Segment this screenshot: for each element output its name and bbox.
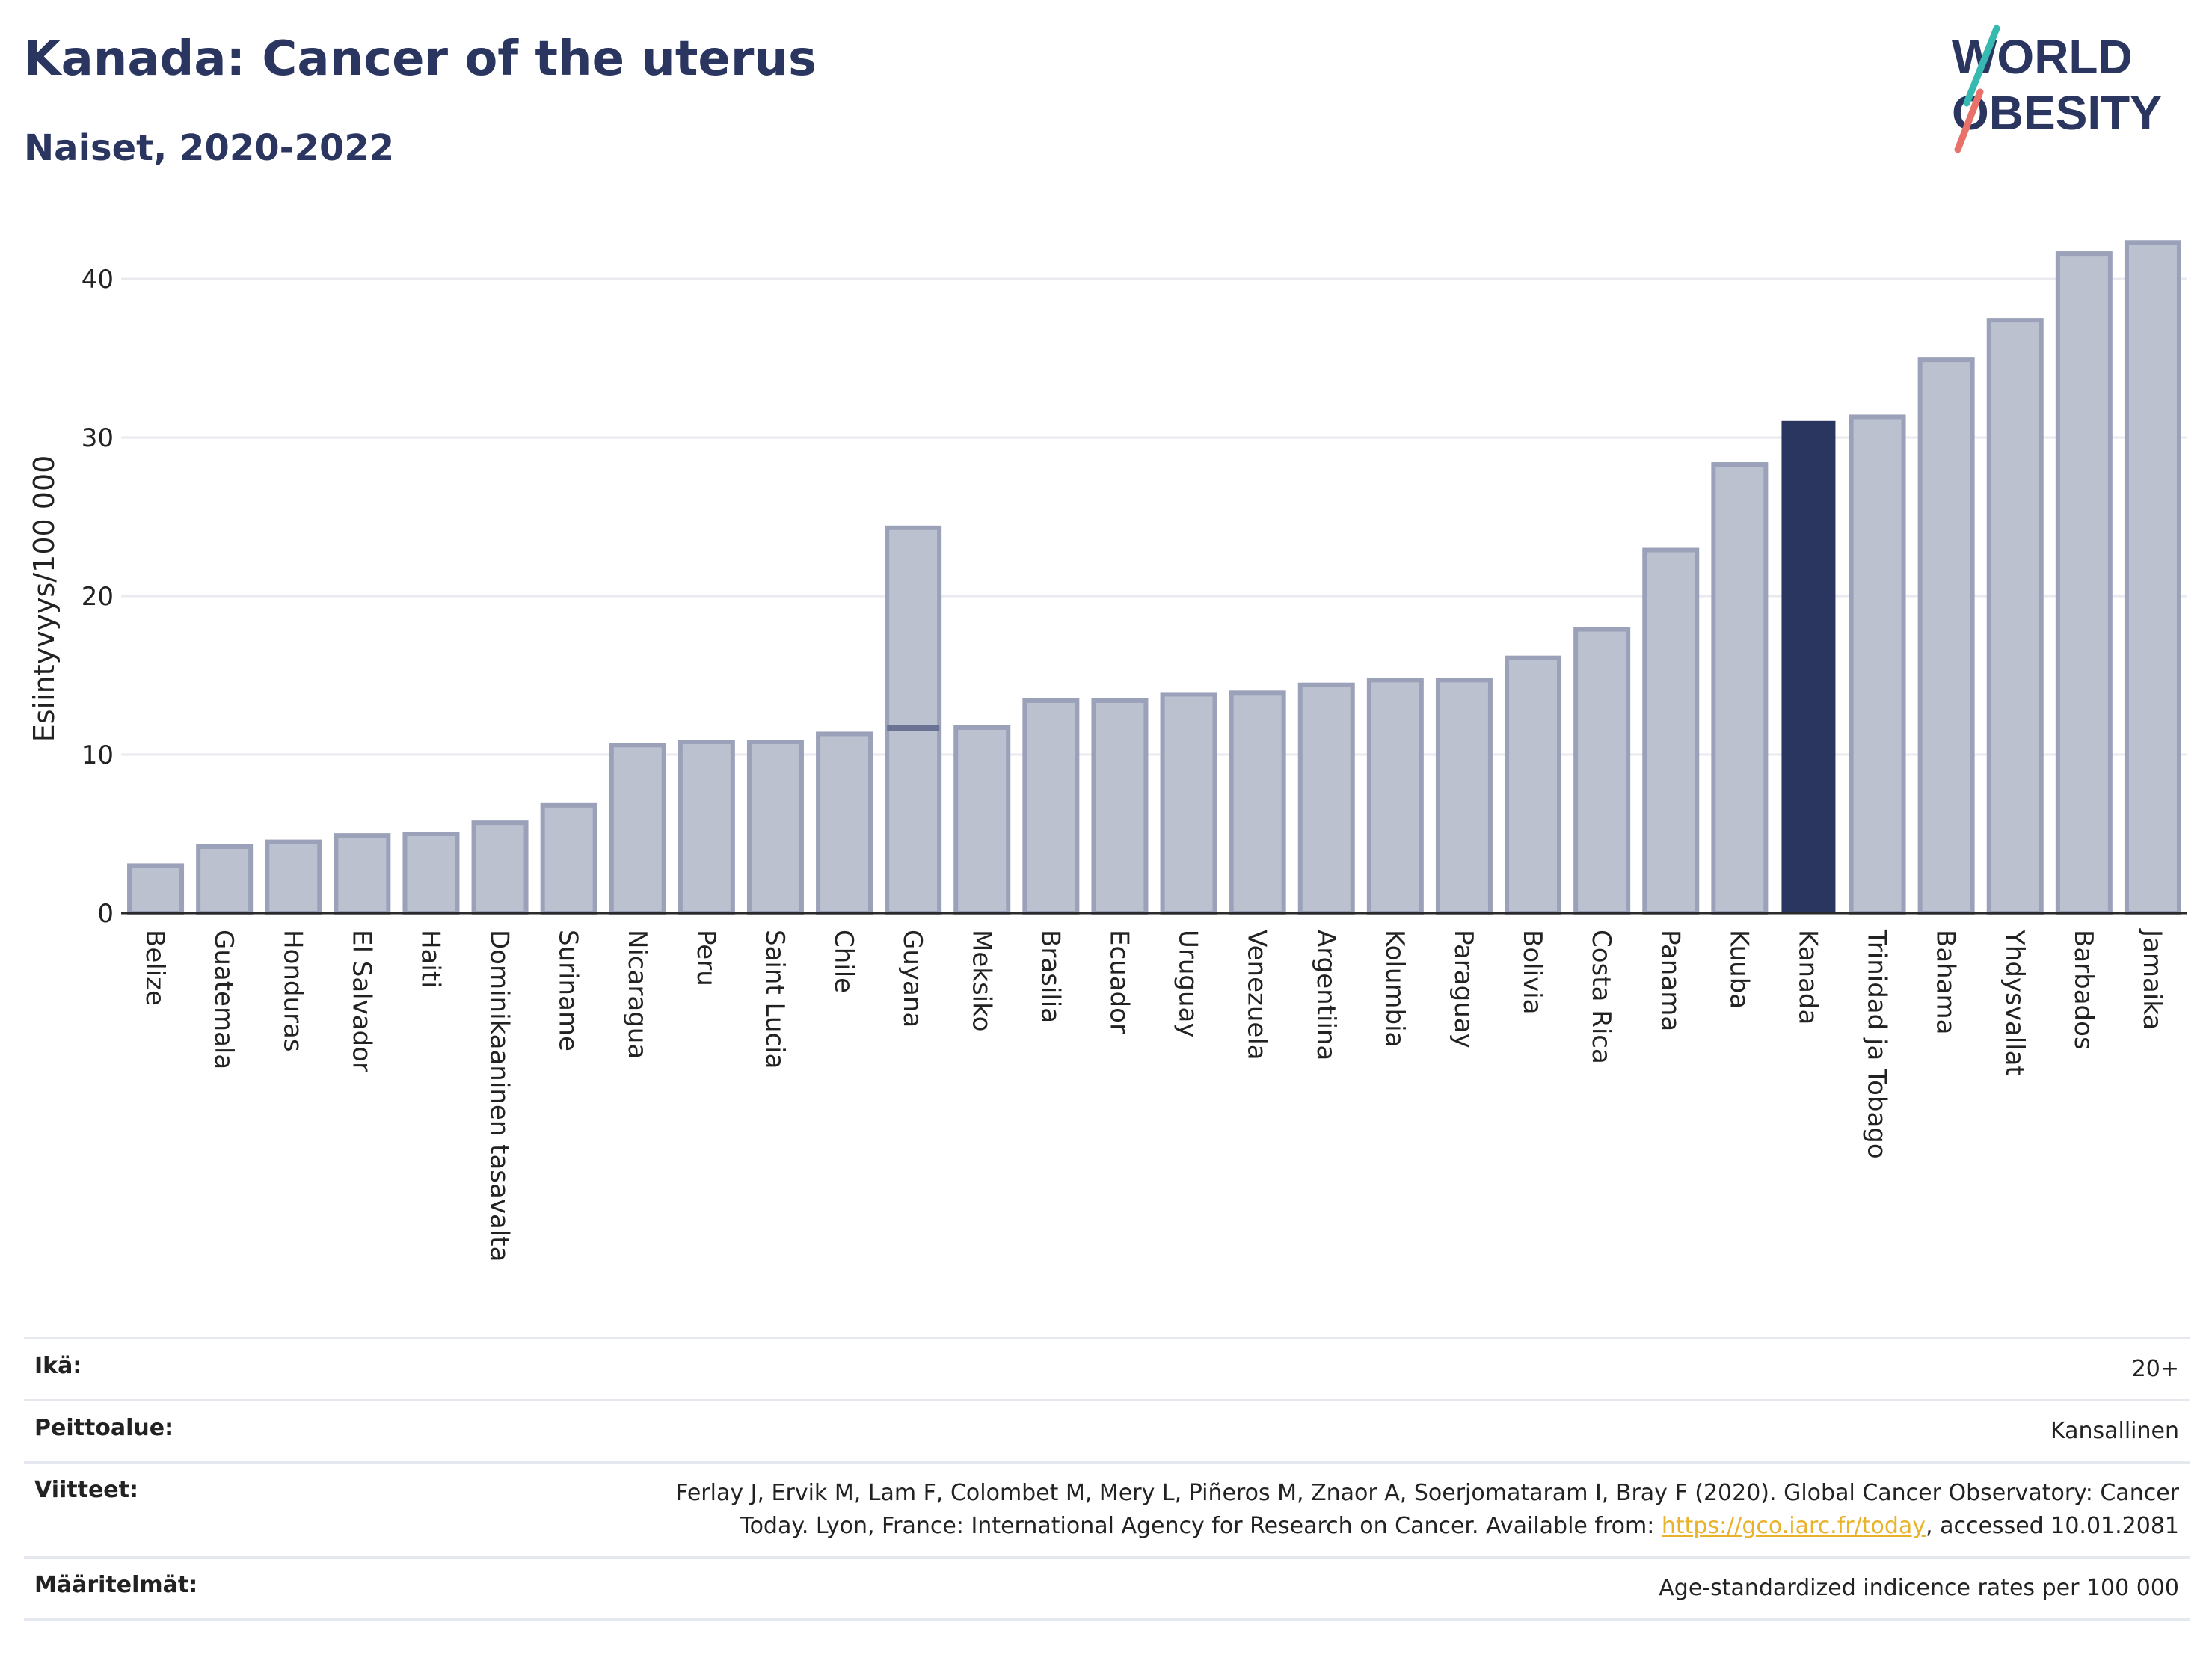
y-axis-label: Esiintyvyys/100 000: [28, 455, 61, 743]
x-tick-label: Haiti: [415, 930, 445, 989]
bar-costa-rica: [1573, 627, 1631, 916]
meta-label: Määritelmät:: [34, 1572, 198, 1598]
meta-value: Kansallinen: [2050, 1418, 2179, 1444]
bar-trinidad-ja-tobago: [1849, 414, 1906, 915]
x-tick-label: Belize: [140, 930, 170, 1006]
meta-label: Peittoalue:: [34, 1415, 174, 1441]
bar-uruguay: [1160, 692, 1217, 915]
world-obesity-logo: WORLD OBESITY: [1952, 25, 2162, 153]
meta-row-definitions: Määritelmät: Age-standardized indicence …: [24, 1556, 2190, 1621]
x-tick-label: Saint Lucia: [760, 930, 790, 1069]
reference-text: Today. Lyon, France: International Agenc…: [740, 1513, 1662, 1539]
bar-kanada: [1781, 420, 1836, 914]
bar-peru: [678, 740, 735, 915]
meta-label: Viitteet:: [34, 1477, 138, 1503]
logo-slash-teal: [1963, 25, 2000, 107]
meta-value: Age-standardized indicence rates per 100…: [1659, 1575, 2179, 1601]
x-tick-label: Meksiko: [966, 930, 996, 1031]
x-tick-label: Guatemala: [209, 930, 239, 1069]
bar-guatemala: [196, 844, 254, 915]
bar-brasilia: [1022, 698, 1080, 915]
bar-nicaragua: [609, 743, 666, 916]
y-tick-label: 0: [97, 899, 114, 929]
bar-paraguay: [1435, 678, 1493, 915]
x-tick-label: Guyana: [897, 930, 927, 1028]
metadata-table: Ikä: 20+ Peittoalue: Kansallinen Viittee…: [24, 1337, 2190, 1621]
x-tick-label: Brasilia: [1035, 930, 1065, 1023]
bar-saint-lucia: [746, 740, 804, 915]
chart-title: Kanada: Cancer of the uterus: [24, 31, 817, 87]
x-tick-label: Honduras: [277, 930, 307, 1052]
bar-chart: 0 10 20 30 40 Esiintyvyys/100 000 Belize Guatem…: [28, 240, 2187, 1262]
x-tick-label: Nicaragua: [622, 930, 652, 1059]
reference-text: Ferlay J, Ervik M, Lam F, Colombet M, Me…: [675, 1480, 2179, 1506]
bar-bolivia: [1505, 655, 1562, 915]
x-tick-label: Suriname: [553, 930, 583, 1051]
bar-suriname: [540, 802, 597, 915]
bar-dominikaaninen-tasavalta: [471, 820, 529, 916]
y-tick-label: 20: [82, 582, 114, 612]
x-tick-label: Kanada: [1792, 930, 1822, 1025]
bar-guyana: [885, 525, 942, 915]
meta-row-coverage: Peittoalue: Kansallinen: [24, 1399, 2190, 1461]
bar-yhdysvallat: [1986, 318, 2044, 915]
bar-belize: [127, 863, 185, 916]
meta-row-age: Ikä: 20+: [24, 1337, 2190, 1399]
logo-slash-coral: [1954, 88, 1984, 153]
bar-haiti: [402, 832, 460, 915]
x-tick-label: Peru: [691, 930, 721, 986]
meta-value: 20+: [2131, 1356, 2179, 1382]
x-tick-label: Kuuba: [1724, 930, 1754, 1009]
source-link[interactable]: https://gco.iarc.fr/today: [1661, 1513, 1926, 1539]
bar-ecuador: [1091, 698, 1149, 915]
bar-bahama: [1917, 357, 1975, 915]
x-tick-label: Yhdysvallat: [2000, 929, 2030, 1076]
bar-chile: [816, 731, 873, 915]
x-tick-label: Uruguay: [1173, 930, 1203, 1038]
x-tick-label: Bolivia: [1517, 930, 1547, 1014]
x-tick-label: Costa Rica: [1586, 930, 1616, 1064]
y-tick-label: 30: [82, 423, 114, 453]
logo-line2: OBESITY: [1952, 86, 2162, 140]
x-tick-label: Kolumbia: [1380, 930, 1410, 1047]
chart-subtitle: Naiset, 2020-2022: [24, 127, 395, 169]
bar-kuuba: [1711, 462, 1769, 915]
meta-row-references: Viitteet: Ferlay J, Ervik M, Lam F, Colo…: [24, 1461, 2190, 1556]
bar-panama: [1642, 547, 1700, 916]
reference-text: , accessed 10.01.2081: [1926, 1513, 2179, 1539]
bar-jamaika: [2124, 240, 2181, 915]
x-tick-label: Venezuela: [1242, 930, 1272, 1060]
y-tick-label: 40: [82, 265, 114, 295]
x-tick-label: Barbados: [2068, 930, 2098, 1050]
x-tick-label: Bahama: [1931, 930, 1961, 1035]
bar-barbados: [2055, 251, 2113, 915]
x-tick-label: Trinidad ja Tobago: [1862, 929, 1892, 1159]
x-tick-label: Dominikaaninen tasavalta: [485, 930, 514, 1262]
bar-honduras: [265, 839, 322, 915]
bar-venezuela: [1229, 690, 1286, 915]
bar-argentiina: [1297, 682, 1355, 915]
meta-value-references: Ferlay J, Ervik M, Lam F, Colombet M, Me…: [675, 1477, 2179, 1543]
x-tick-label: Paraguay: [1448, 930, 1478, 1048]
y-tick-label: 10: [82, 740, 114, 770]
x-tick-label: Panama: [1655, 930, 1685, 1031]
x-tick-label: Chile: [829, 930, 858, 993]
bar-el-salvador: [334, 833, 391, 915]
meta-label: Ikä:: [34, 1353, 82, 1379]
x-tick-label: Argentiina: [1311, 930, 1341, 1060]
x-tick-label: Jamaika: [2137, 928, 2167, 1030]
x-tick-label: El Salvador: [346, 930, 376, 1072]
x-tick-label: Ecuador: [1104, 930, 1134, 1034]
bar-meksiko: [953, 725, 1011, 916]
bar-kolumbia: [1366, 678, 1424, 915]
